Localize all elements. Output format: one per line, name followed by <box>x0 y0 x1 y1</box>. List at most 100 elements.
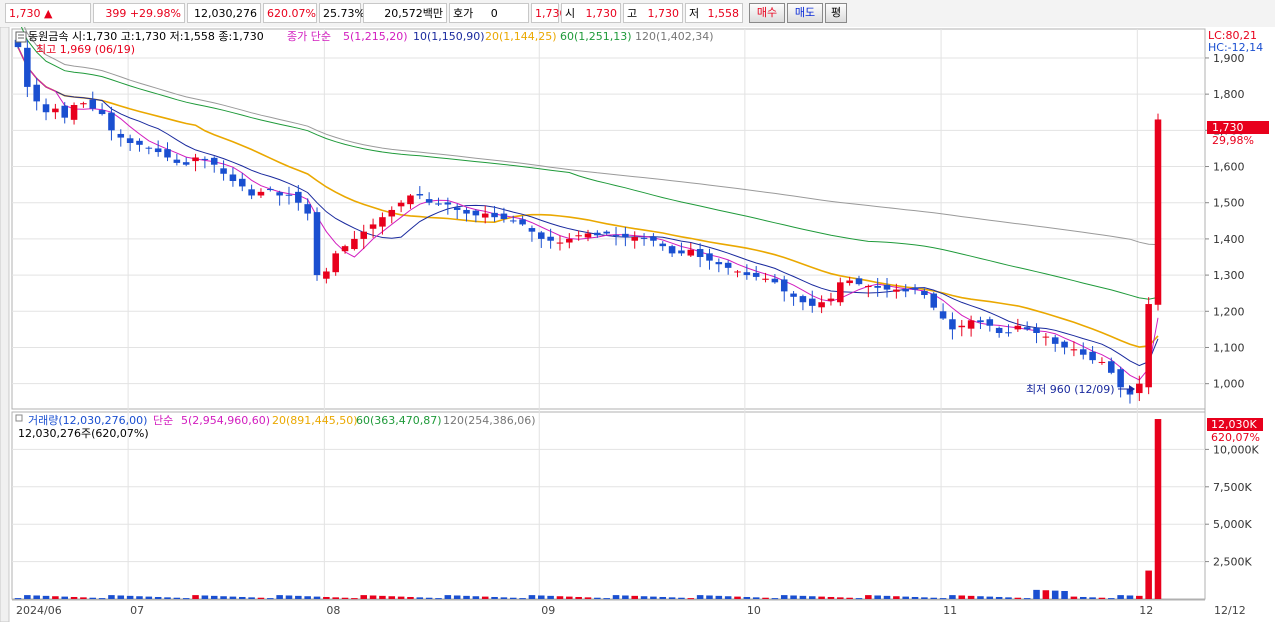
candle <box>538 230 545 248</box>
ma120-label: 120(1,402,34) <box>635 30 714 43</box>
candle <box>958 319 966 337</box>
candle-body <box>724 262 732 268</box>
candle <box>921 288 928 299</box>
x-right-label: 12/12 <box>1214 604 1246 617</box>
candle <box>762 272 769 283</box>
candle-body <box>276 192 283 196</box>
candle-body <box>136 140 143 145</box>
candle <box>238 173 246 192</box>
high-value: 1,730 <box>647 7 680 20</box>
volume-bar <box>472 596 480 599</box>
candle <box>210 156 218 173</box>
volume-bar <box>126 595 134 599</box>
change-value: 399 <box>105 7 127 20</box>
candle <box>622 226 629 247</box>
candle-body <box>659 243 667 247</box>
x-tick-label: 2024/06 <box>16 604 62 617</box>
candle-body <box>126 138 134 143</box>
volume-ma60-label: 60(363,470,87) <box>356 414 442 427</box>
candle-body <box>1051 337 1059 344</box>
ma60-label: 60(1,251,13) <box>560 30 632 43</box>
volume-tick-label: 10,000K <box>1213 443 1259 456</box>
candle <box>80 101 87 108</box>
volume-bar <box>790 595 797 599</box>
ma20-line <box>17 46 1159 348</box>
buy-button[interactable]: 매수 <box>749 3 785 23</box>
flat-button[interactable]: 평 <box>825 3 847 23</box>
candle-body <box>42 104 50 113</box>
volume-bar <box>734 596 741 599</box>
volume-bar <box>706 595 713 599</box>
volume-bar <box>388 596 396 599</box>
candle <box>313 207 321 281</box>
candle-body <box>967 320 975 329</box>
candle-body <box>1070 349 1078 351</box>
candle <box>416 186 424 200</box>
last-volume-tag <box>1207 418 1263 431</box>
volume-bar <box>397 596 405 599</box>
volume-bar <box>313 596 321 599</box>
volume-bar <box>1098 597 1106 599</box>
volume-bar <box>967 595 975 599</box>
open-box: 시 1,730 <box>561 3 621 23</box>
volume-ma-title: 단순 <box>153 414 173 427</box>
candle-body <box>771 278 779 283</box>
trade-amount: 20,572백만 <box>384 7 443 20</box>
candle-body <box>696 249 704 257</box>
volume-bar <box>1042 590 1050 599</box>
candle-body <box>182 162 190 165</box>
candle <box>1154 113 1162 311</box>
candle-body <box>939 311 947 319</box>
volume-bar <box>837 597 844 599</box>
settings-icon[interactable] <box>15 31 27 43</box>
volume-bar <box>650 596 657 599</box>
candle-body <box>369 224 377 229</box>
candle <box>1023 321 1031 331</box>
candle-body <box>837 282 844 303</box>
volume-bar <box>977 596 984 599</box>
volume-bar <box>528 595 536 599</box>
volume-bar <box>659 596 667 599</box>
candle <box>192 153 199 172</box>
volume-bar <box>865 595 872 599</box>
volume-bar <box>1070 596 1078 599</box>
candle-body <box>491 212 498 218</box>
current-price-box: 1,730 ▲ <box>5 3 91 23</box>
price-tick-label: 1,500 <box>1213 197 1245 210</box>
candle-body <box>313 212 321 276</box>
volume-bar <box>799 595 807 599</box>
ma60-line <box>17 18 1159 300</box>
volume-bar <box>883 595 891 599</box>
candle-body <box>650 236 657 241</box>
candle <box>126 134 134 151</box>
candle <box>425 192 433 206</box>
open-value: 1,730 <box>585 7 618 20</box>
candle <box>603 230 610 235</box>
last-price-tag <box>1207 121 1269 134</box>
candle <box>98 103 106 116</box>
volume-bar <box>594 597 601 599</box>
candle <box>696 243 704 268</box>
candle-body <box>98 110 106 115</box>
candle <box>24 39 31 98</box>
volume-bar <box>509 597 517 599</box>
candle <box>528 225 536 242</box>
price-tick-label: 1,000 <box>1213 378 1245 391</box>
candle-body <box>706 253 713 261</box>
volume-bar <box>453 595 461 599</box>
candle <box>687 242 695 257</box>
volume-bar <box>276 595 283 599</box>
volume-bar <box>491 596 498 599</box>
volume-bar <box>229 596 237 599</box>
turnover-box: 25.73% <box>319 3 365 23</box>
candle <box>248 184 255 200</box>
volume-bar <box>360 595 368 599</box>
volume-bar <box>24 595 31 599</box>
candle-body <box>425 199 433 203</box>
volume-bar <box>808 596 816 599</box>
candle-body <box>575 235 582 237</box>
candle-body <box>248 189 255 196</box>
sell-button[interactable]: 매도 <box>787 3 823 23</box>
candle-body <box>603 231 610 234</box>
candle-body <box>407 195 414 205</box>
